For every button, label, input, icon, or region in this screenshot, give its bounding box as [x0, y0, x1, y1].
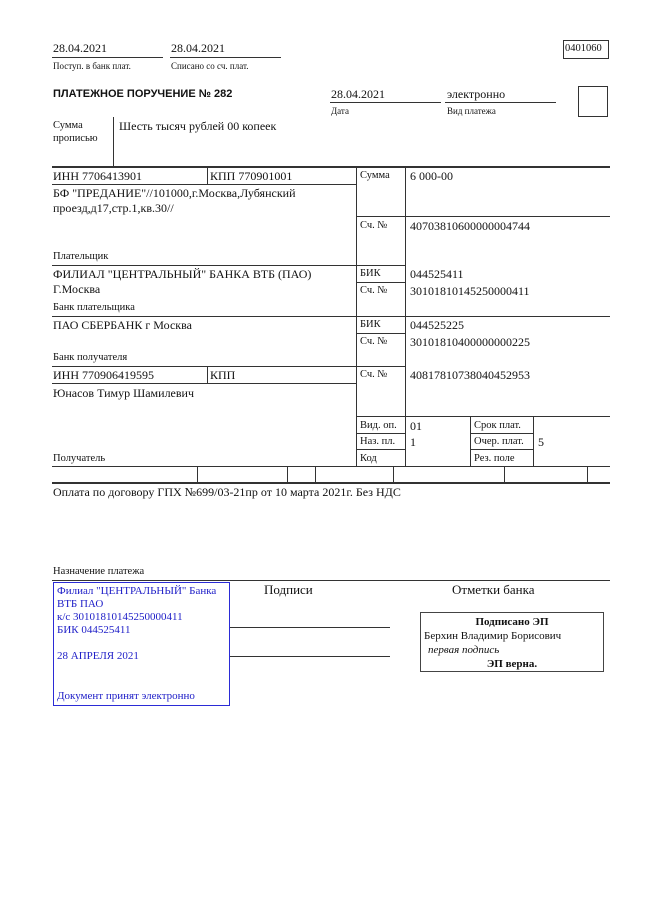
payer-kpp: КПП 770901001	[210, 169, 293, 183]
payee-account: 40817810738040452953	[410, 368, 530, 382]
payer-account: 40703810600000004744	[410, 219, 530, 233]
amount-label: Сумма	[360, 170, 390, 181]
stamp-bank-name-2: ВТБ ПАО	[57, 598, 104, 610]
e-signature-signer: Берхин Владимир Борисович	[424, 630, 562, 642]
vid-op-value: 01	[410, 419, 422, 433]
order-date: 28.04.2021	[331, 87, 385, 101]
payee-inn: ИНН 770906419595	[53, 368, 154, 382]
stamp-status: Документ принят электронно	[57, 690, 195, 702]
received-label: Поступ. в банк плат.	[53, 61, 131, 71]
payer-inn: ИНН 7706413901	[53, 169, 142, 183]
payer-bank-bik: 044525411	[410, 267, 464, 281]
payer-address: проезд,д17,стр.1,кв.30//	[53, 201, 174, 215]
amount-words-label: Сумма	[53, 120, 83, 131]
bank-stamp: Филиал "ЦЕНТРАЛЬНЫЙ" Банка ВТБ ПАО к/с 3…	[53, 582, 230, 706]
form-code: 0401060	[565, 43, 602, 54]
payer-bank-city: Г.Москва	[53, 282, 101, 296]
payment-purpose-label: Назначение платежа	[53, 566, 145, 577]
rez-label: Рез. поле	[474, 453, 515, 464]
order-date-label: Дата	[331, 106, 349, 116]
stamp-corr-account: к/с 30101810145250000411	[57, 611, 183, 623]
payee-bank-bik: 044525225	[410, 318, 464, 332]
debited-date: 28.04.2021	[171, 41, 225, 55]
vid-op-label: Вид. оп.	[360, 420, 397, 431]
payer-bank-account: 30101810145250000411	[410, 284, 530, 298]
naz-pl-label: Наз. пл.	[360, 436, 396, 447]
payer-name: БФ "ПРЕДАНИЕ"//101000,г.Москва,Лубянский	[53, 186, 296, 200]
naz-pl-value: 1	[410, 435, 416, 449]
payer-bank-account-label: Сч. №	[360, 285, 388, 296]
payer-bank-name: ФИЛИАЛ "ЦЕНТРАЛЬНЫЙ" БАНКА ВТБ (ПАО)	[53, 267, 312, 281]
debited-label: Списано со сч. плат.	[171, 61, 249, 71]
payee-name: Юнасов Тимур Шамилевич	[53, 386, 195, 400]
bank-marks-label: Отметки банка	[452, 582, 535, 597]
payment-type-label: Вид платежа	[447, 106, 496, 116]
page-title: ПЛАТЕЖНОЕ ПОРУЧЕНИЕ № 282	[53, 88, 233, 100]
payment-purpose: Оплата по договору ГПХ №699/03-21пр от 1…	[53, 485, 401, 499]
payee-bank-name: ПАО СБЕРБАНК г Москва	[53, 318, 192, 332]
kod-label: Код	[360, 453, 377, 464]
status-box	[578, 86, 608, 117]
e-signature-box: Подписано ЭП Берхин Владимир Борисович п…	[420, 612, 604, 672]
payee-bank-account: 30101810400000000225	[410, 335, 530, 349]
stamp-bik: БИК 044525411	[57, 624, 131, 636]
payee-kpp: КПП	[210, 368, 236, 382]
e-signature-role: первая подпись	[428, 644, 500, 656]
amount-value: 6 000-00	[410, 169, 453, 183]
signatures-label: Подписи	[264, 582, 313, 597]
ocher-label: Очер. плат.	[474, 436, 524, 447]
amount-words-label-2: прописью	[53, 133, 98, 144]
payee-bank-account-label: Сч. №	[360, 336, 388, 347]
payer-account-label: Сч. №	[360, 220, 388, 231]
payer-label: Плательщик	[53, 251, 109, 262]
payee-label: Получатель	[53, 453, 106, 464]
payee-bank-label: Банк получателя	[53, 352, 128, 363]
e-signature-status: ЭП верна.	[486, 658, 538, 670]
ocher-value: 5	[538, 435, 544, 449]
stamp-date: 28 АПРЕЛЯ 2021	[57, 650, 139, 662]
payee-bank-bik-label: БИК	[360, 319, 381, 330]
amount-words: Шесть тысяч рублей 00 копеек	[119, 119, 277, 133]
payer-bank-label: Банк плательщика	[53, 302, 135, 313]
e-signature-title: Подписано ЭП	[475, 616, 549, 628]
payer-bank-bik-label: БИК	[360, 268, 381, 279]
srok-label: Срок плат.	[474, 420, 521, 431]
received-date: 28.04.2021	[53, 41, 107, 55]
payment-type: электронно	[447, 87, 506, 101]
stamp-bank-name: Филиал "ЦЕНТРАЛЬНЫЙ" Банка	[57, 585, 217, 597]
payee-account-label: Сч. №	[360, 369, 388, 380]
